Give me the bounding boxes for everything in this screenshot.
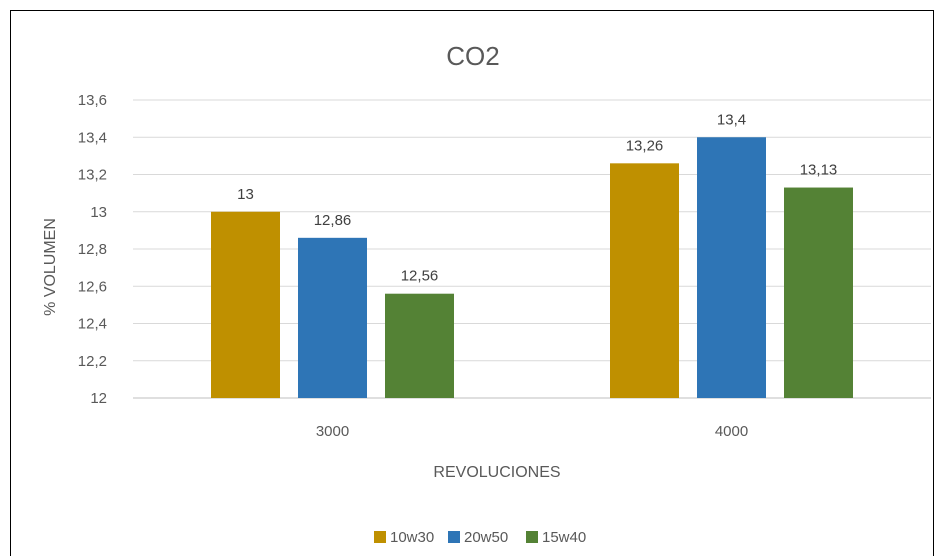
x-tick-label: 3000 bbox=[316, 423, 349, 440]
bars bbox=[211, 137, 853, 398]
y-tick-label: 12,6 bbox=[78, 278, 107, 295]
data-labels: 13 12,86 12,56 13,26 13,4 13,13 bbox=[237, 111, 837, 284]
x-tick-label: 4000 bbox=[715, 423, 748, 440]
bar-15w40-4000 bbox=[784, 187, 853, 398]
y-tick-label: 12,2 bbox=[78, 353, 107, 370]
legend-swatch bbox=[374, 531, 386, 543]
chart-title: CO2 bbox=[446, 41, 499, 71]
y-tick-label: 12,4 bbox=[78, 316, 107, 333]
y-tick-label: 13,2 bbox=[78, 167, 107, 184]
legend-swatch bbox=[448, 531, 460, 543]
legend-label: 15w40 bbox=[542, 529, 586, 546]
legend-swatch bbox=[526, 531, 538, 543]
legend: 10w30 20w50 15w40 bbox=[374, 529, 586, 546]
x-axis-title: REVOLUCIONES bbox=[433, 464, 560, 481]
bar-20w50-4000 bbox=[697, 137, 766, 398]
data-label: 13,26 bbox=[626, 137, 664, 154]
y-tick-label: 13,4 bbox=[78, 129, 107, 146]
data-label: 12,86 bbox=[314, 212, 352, 229]
legend-item-15w40: 15w40 bbox=[526, 529, 586, 546]
bar-10w30-3000 bbox=[211, 211, 280, 398]
bar-10w30-4000 bbox=[610, 163, 679, 398]
y-tick-label: 13,6 bbox=[78, 92, 107, 109]
legend-label: 10w30 bbox=[390, 529, 434, 546]
chart-frame: CO2 12 12,2 12,4 12,6 12,8 13 13,2 13,4 13,6 13 1… bbox=[10, 10, 934, 556]
bar-15w40-3000 bbox=[385, 293, 454, 398]
y-tick-label: 12 bbox=[90, 390, 107, 407]
y-axis-title: % VOLUMEN bbox=[42, 218, 59, 316]
data-label: 13,4 bbox=[717, 111, 746, 128]
legend-label: 20w50 bbox=[464, 529, 508, 546]
data-label: 12,56 bbox=[401, 268, 439, 285]
bar-20w50-3000 bbox=[298, 237, 367, 398]
y-tick-label: 12,8 bbox=[78, 241, 107, 258]
x-axis-ticks: 3000 4000 bbox=[316, 423, 748, 440]
legend-item-10w30: 10w30 bbox=[374, 529, 434, 546]
legend-item-20w50: 20w50 bbox=[448, 529, 508, 546]
y-axis-ticks: 12 12,2 12,4 12,6 12,8 13 13,2 13,4 13,6 bbox=[78, 92, 107, 407]
data-label: 13,13 bbox=[800, 162, 838, 179]
y-tick-label: 13 bbox=[90, 204, 107, 221]
data-label: 13 bbox=[237, 186, 254, 203]
